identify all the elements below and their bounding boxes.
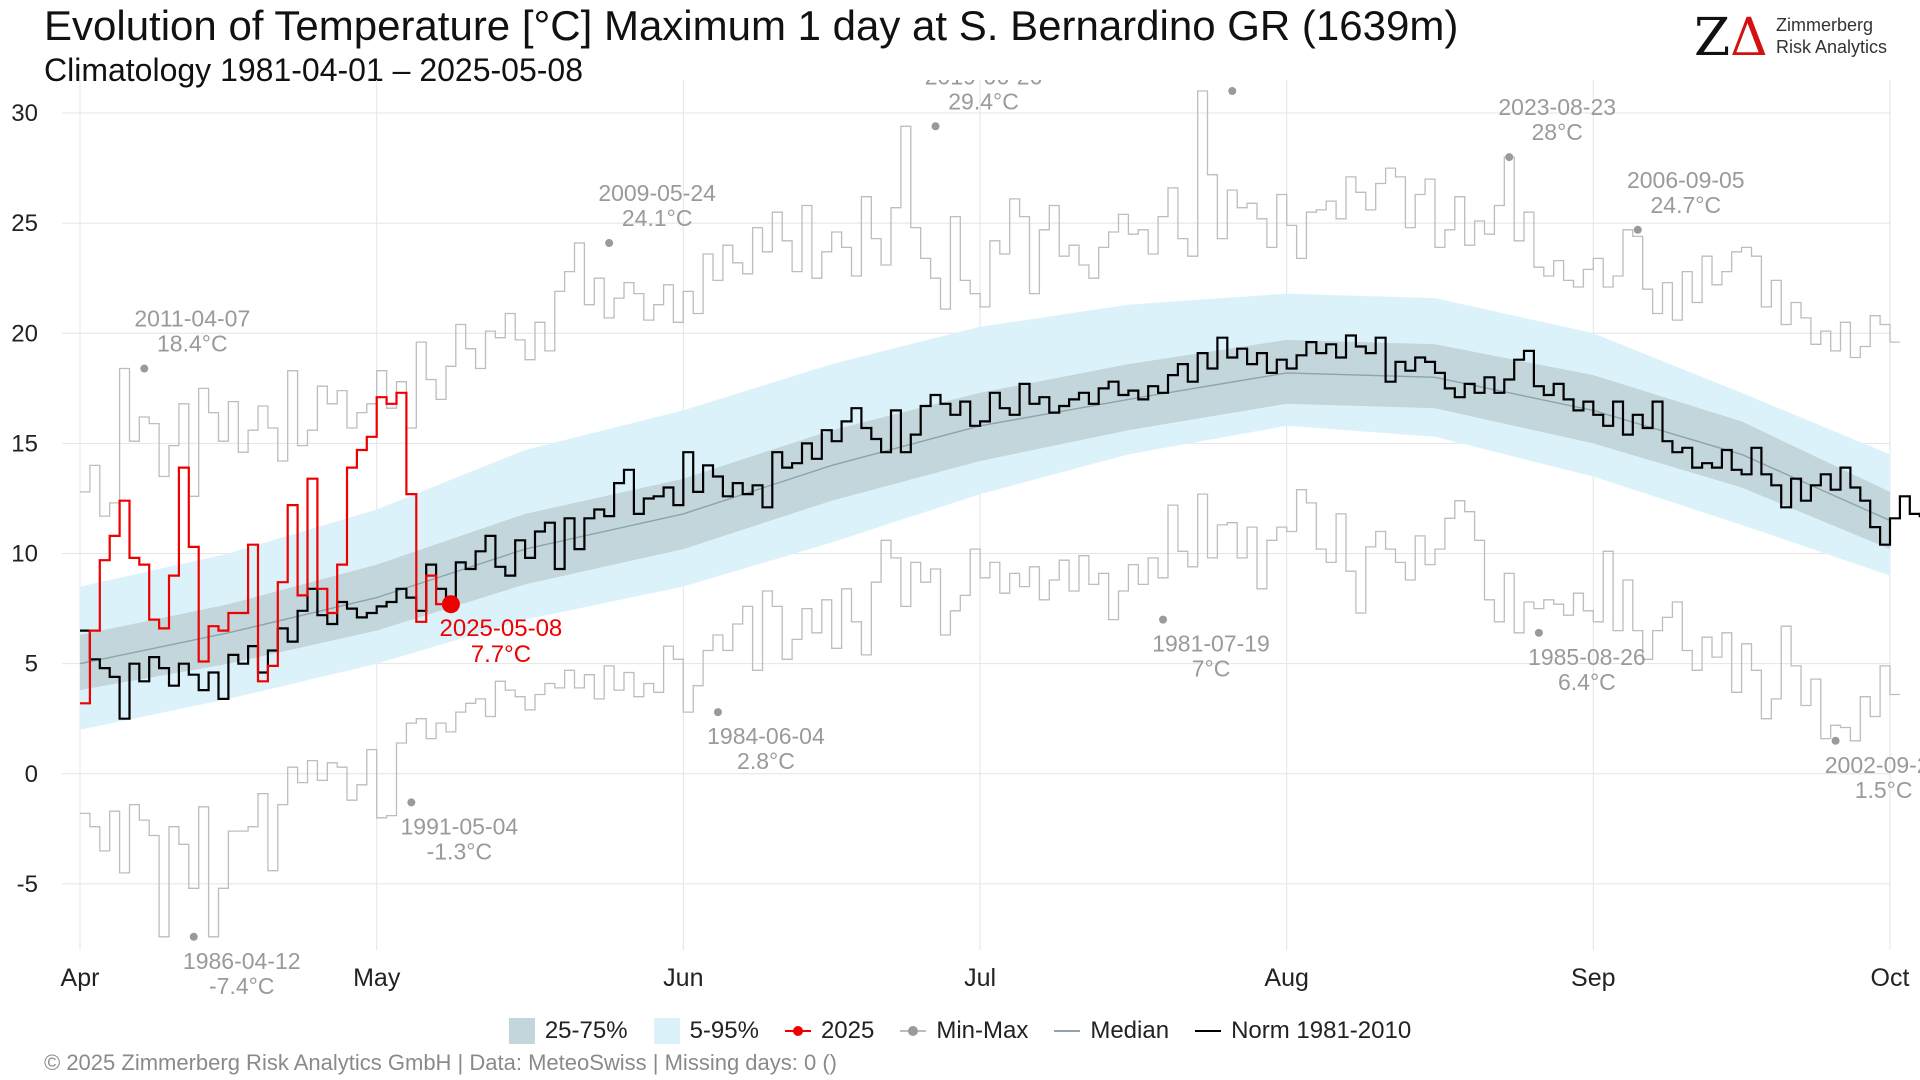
legend-swatch-2025	[784, 1026, 811, 1036]
x-tick-label: Aug	[1264, 964, 1308, 992]
x-tick-label: Apr	[61, 964, 100, 992]
chart-title: Evolution of Temperature [°C] Maximum 1 …	[44, 2, 1459, 49]
record-value-label: 6.4°C	[1558, 669, 1616, 695]
record-value-label: 1.5°C	[1855, 777, 1913, 803]
legend-swatch-median	[1054, 1030, 1081, 1032]
record-point	[1159, 615, 1168, 624]
record-point	[1534, 628, 1543, 637]
legend-label-min-max: Min-Max	[936, 1017, 1029, 1044]
record-value-label: 7°C	[1192, 656, 1231, 682]
y-tick-label: -5	[17, 871, 38, 898]
record-point	[1633, 225, 1642, 234]
legend-label-25-75: 25-75%	[544, 1017, 628, 1044]
record-point	[1831, 736, 1840, 745]
record-date-label: 1981-07-19	[1152, 631, 1270, 657]
record-point	[931, 122, 940, 131]
x-tick-label: Jun	[663, 964, 703, 992]
record-date-label: 2019-06-26	[925, 80, 1043, 89]
record-point	[713, 708, 722, 717]
legend-label-norm: Norm 1981-2010	[1231, 1017, 1412, 1044]
record-value-label: -1.3°C	[427, 838, 492, 864]
legend-item-median: Median	[1054, 1017, 1169, 1045]
legend-label-5-95: 5-95%	[689, 1017, 759, 1044]
x-tick-label: Oct	[1871, 964, 1910, 992]
company-logo: ZΔ Zimmerberg Risk Analytics	[1694, 10, 1894, 70]
y-tick-label: 0	[25, 761, 38, 788]
record-date-label: 2002-09-25	[1825, 752, 1920, 778]
legend-swatch-25-75	[508, 1018, 535, 1044]
logo-line-1: Zimmerberg	[1776, 15, 1874, 35]
y-tick-label: 30	[11, 100, 38, 127]
record-point	[189, 932, 198, 941]
record-date-label: 1984-06-04	[707, 723, 825, 749]
current-point	[441, 595, 460, 614]
record-value-label: 24.7°C	[1650, 192, 1721, 218]
record-point	[140, 364, 149, 373]
x-tick-label: May	[353, 964, 401, 992]
series-2025-line	[80, 391, 456, 705]
logo-line-2: Risk Analytics	[1776, 37, 1888, 57]
record-value-label: 24.1°C	[622, 205, 693, 231]
record-date-label: 2006-09-05	[1627, 167, 1745, 193]
current-value-label: 7.7°C	[471, 641, 531, 668]
record-date-label: 2009-05-24	[598, 180, 716, 206]
legend-item-min-max: Min-Max	[900, 1017, 1028, 1045]
y-tick-label: 20	[11, 320, 38, 347]
legend-swatch-norm	[1195, 1030, 1222, 1032]
y-tick-label: 5	[25, 651, 38, 678]
record-value-label: 28°C	[1532, 119, 1583, 145]
record-point	[605, 238, 614, 247]
record-value-label: -7.4°C	[209, 973, 274, 999]
footer-credits: © 2025 Zimmerberg Risk Analytics GmbH | …	[44, 1050, 837, 1075]
min-record-line	[80, 489, 1900, 938]
logo-text: Zimmerberg Risk Analytics	[1776, 14, 1887, 58]
record-point	[1228, 87, 1237, 96]
logo-mark-icon: ZΔ	[1694, 8, 1768, 68]
chart-legend: 25-75% 5-95% 2025 Min-Max Median Norm 19…	[0, 1014, 1920, 1048]
record-value-label: 29.4°C	[948, 88, 1019, 114]
legend-label-2025: 2025	[820, 1017, 875, 1044]
record-date-label: 2011-04-07	[134, 306, 250, 332]
norm-line	[80, 334, 1920, 720]
legend-item-norm: Norm 1981-2010	[1195, 1017, 1411, 1045]
record-date-label: 1991-05-04	[401, 813, 519, 839]
legend-item-25-75: 25-75%	[508, 1017, 628, 1045]
legend-item-2025: 2025	[784, 1017, 875, 1045]
temperature-chart: -5 0 5 10 15 20 25 30 Apr May Jun Jul Aug Sep Oct 2011-…	[11, 80, 1920, 999]
max-record-line	[80, 90, 1900, 517]
record-point	[407, 798, 416, 807]
y-tick-label: 15	[11, 430, 38, 457]
band-25-75	[80, 339, 1890, 691]
record-point	[1505, 153, 1514, 162]
x-tick-label: Sep	[1571, 964, 1615, 992]
y-tick-label: 25	[11, 210, 38, 237]
current-date-label: 2025-05-08	[440, 615, 563, 642]
legend-swatch-5-95	[653, 1018, 680, 1044]
record-date-label: 1986-04-12	[183, 948, 301, 974]
legend-label-median: Median	[1090, 1017, 1170, 1044]
record-value-label: 2.8°C	[737, 748, 795, 774]
legend-swatch-min-max	[900, 1026, 927, 1036]
record-date-label: 1985-08-26	[1528, 644, 1646, 670]
record-value-label: 18.4°C	[157, 331, 228, 357]
x-tick-label: Jul	[964, 964, 996, 992]
y-tick-label: 10	[11, 541, 38, 568]
legend-item-5-95: 5-95%	[653, 1017, 759, 1045]
chart-subtitle: Climatology 1981-04-01 – 2025-05-08	[44, 52, 584, 88]
record-date-label: 2023-08-23	[1498, 94, 1616, 120]
